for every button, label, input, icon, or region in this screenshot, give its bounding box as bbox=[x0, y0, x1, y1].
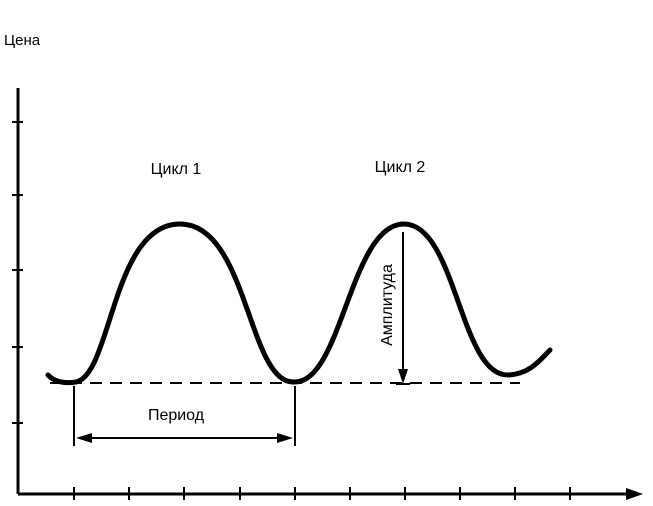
period-left-arrow-icon bbox=[76, 433, 92, 443]
period-right-arrow-icon bbox=[277, 433, 293, 443]
amplitude-arrow-icon bbox=[398, 369, 408, 384]
cycle-2-label: Цикл 2 bbox=[375, 159, 426, 176]
cycle-1-label: Цикл 1 bbox=[151, 161, 202, 178]
x-axis-arrow-icon bbox=[626, 488, 643, 500]
cycle-wave-curve bbox=[45, 221, 553, 386]
y-axis-label: Цена bbox=[4, 32, 41, 49]
x-axis bbox=[18, 487, 643, 500]
amplitude-marker: Амплитуда bbox=[379, 232, 410, 385]
period-marker: Период bbox=[73, 386, 296, 446]
y-axis bbox=[12, 88, 23, 494]
amplitude-label: Амплитуда bbox=[379, 264, 396, 346]
period-label: Период bbox=[148, 407, 205, 424]
